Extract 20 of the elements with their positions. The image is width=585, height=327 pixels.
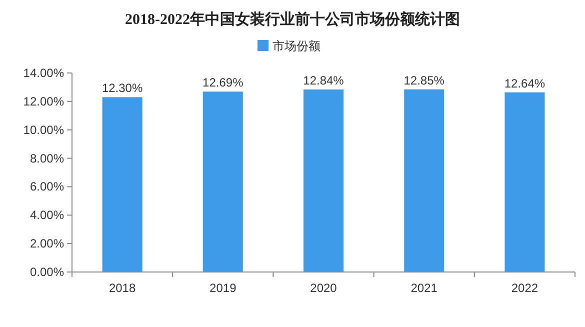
y-tick-label: 4.00% (30, 208, 64, 222)
y-tick-label: 6.00% (30, 180, 64, 194)
data-label: 12.64% (504, 76, 546, 90)
data-label: 12.30% (102, 81, 143, 96)
chart-title: 2018-2022年中国女装行业前十公司市场份额统计图 (125, 10, 460, 28)
data-label: 12.85% (404, 73, 445, 88)
y-tick-label: 8.00% (30, 151, 64, 166)
y-tick-label: 0.00% (30, 265, 64, 279)
y-tick-label: 14.00% (23, 66, 64, 80)
data-label: 12.69% (202, 76, 244, 90)
data-label: 12.84% (303, 73, 344, 88)
x-tick-label: 2018 (108, 281, 136, 295)
x-tick-label: 2021 (410, 281, 438, 295)
legend-label: 市场份额 (272, 39, 320, 53)
y-tick-label: 12.00% (23, 94, 64, 108)
x-tick-label: 2019 (210, 281, 237, 295)
x-tick-label: 2020 (310, 281, 338, 295)
x-tick-label: 2022 (511, 281, 538, 295)
y-tick-label: 10.00% (23, 122, 64, 137)
y-tick-label: 2.00% (30, 236, 64, 251)
